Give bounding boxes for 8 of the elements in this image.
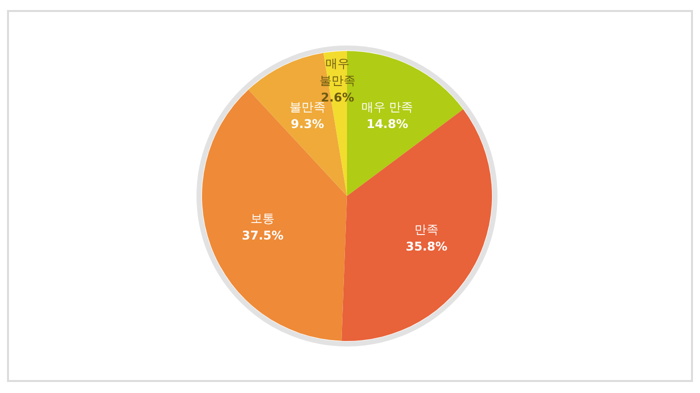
slice-label: 보통 [250,212,275,226]
slice-label: 만족 [414,222,439,236]
slice-label: 매우 만족 [361,100,414,114]
data-label: 35.8% [406,239,448,254]
data-label: 14.8% [366,117,408,132]
slice-label: 매우 불만족 [320,56,356,88]
data-label: 9.3% [290,116,324,131]
data-label: 37.5% [242,228,284,243]
